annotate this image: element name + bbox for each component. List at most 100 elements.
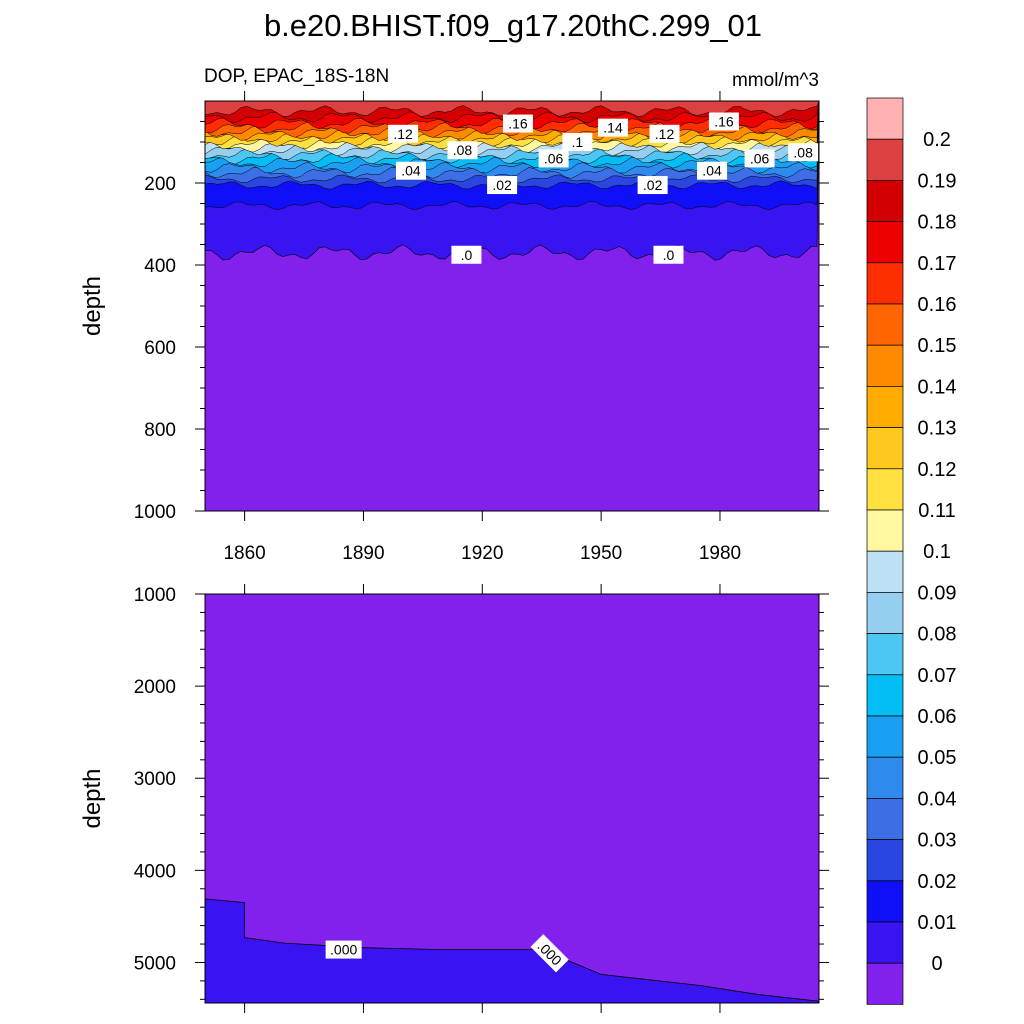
colorbar-box [866,303,904,346]
y-tick-label: 1000 [134,585,176,606]
contour-label: .02 [637,176,668,195]
colorbar-box [866,344,904,387]
y-tick-label: 200 [144,174,176,195]
upper-panel: .12 .16 .14 .1 .12 .16 .08 .06 .04 .02 .02 .04 .06 .0… [79,100,829,523]
x-axis: 1860 1890 1920 1950 1980 [223,91,741,564]
colorbar-box [866,97,904,140]
colorbar-box [866,550,904,593]
colorbar-label: 0.05 [918,747,957,769]
colorbar-box [866,756,904,799]
contour-label: .02 [487,176,518,195]
colorbar-label: 0.09 [918,582,957,604]
colorbar-box [866,509,904,552]
colorbar-label: 0.02 [918,871,957,893]
y-tick-label: 4000 [134,861,176,882]
colorbar-box [866,674,904,717]
contour-label-text: .16 [714,114,734,130]
colorbar-label: 0 [931,953,942,975]
contour-label-box [708,112,739,131]
units-label: mmol/m^3 [732,70,819,91]
colorbar-label: 0.07 [918,665,957,687]
contour-label-text: .12 [393,126,413,142]
contour-label-text: .04 [702,163,722,179]
y-axis-title: depth [79,768,106,828]
contour-label-box [530,934,569,973]
colorbar-label: 0.18 [918,212,957,234]
contour-label-text: .06 [544,150,564,166]
colorbar-label: 0.16 [918,294,957,316]
colorbar-label: 0.19 [918,170,957,192]
y-tick-label: 600 [144,338,176,359]
lower-frame [204,593,820,1004]
contour-label-box [649,124,680,143]
contour-label-box [502,114,533,133]
contour-label: .1 [562,133,593,151]
contour-label-text: .0 [461,247,473,263]
contour-label-box [637,176,668,195]
contour-label: .0 [653,245,684,264]
contour-label-box [562,133,593,151]
contour-label-text: .0 [663,247,675,263]
contour-label-box [788,143,819,162]
colorbar-box [866,180,904,222]
colorbar-box [866,921,904,964]
contour-label-box [325,940,362,959]
contour-label: .08 [788,143,819,162]
colorbar-box [866,962,904,1005]
contour-label: .04 [395,161,426,180]
colorbar-label: 0.08 [918,624,957,646]
contour-label: .16 [502,114,533,133]
chart-title: b.e20.BHIST.f09_g17.20thC.299_01 [264,8,762,43]
colorbar-box [866,386,904,428]
colorbar-label: 0.11 [918,500,955,522]
y-axis-title: depth [79,276,106,336]
contour-label-text: .12 [655,126,675,142]
x-tick-label: 1890 [342,543,384,564]
contour-label-box [451,245,482,264]
y-tick-label: 5000 [134,953,176,974]
contour-label: .08 [447,141,478,160]
colorbar-box [866,798,904,840]
colorbar-box [866,221,904,264]
y-tick-label: 3000 [134,769,176,790]
y-tick-label: 400 [144,256,176,277]
y-tick-label: 2000 [134,677,176,698]
x-tick-label: 1980 [699,543,741,564]
colorbar: 0 0.01 0.02 0.03 0.04 0.05 0.06 0.07 0.08 0.09 0.1… [866,97,957,1005]
colorbar-box [866,427,904,470]
x-tick-label: 1950 [580,543,622,564]
colorbar-box [866,138,904,181]
contour-label-box [395,161,426,180]
contour-label: .12 [388,124,419,143]
contour-label-box [447,141,478,160]
variable-label: DOP, EPAC_18S-18N [204,66,389,87]
colorbar-label: 0.15 [918,335,957,357]
contour-label-text: .06 [750,150,770,166]
contour-label-box [598,118,629,137]
contour-label-text: .16 [508,116,528,132]
contour-label-text: .000 [330,942,357,958]
contour-label-box [697,161,728,180]
colorbar-label: 0.06 [918,706,957,728]
colorbar-label: 0.17 [918,253,957,275]
contour-label-box [744,149,775,168]
colorbar-box [866,468,904,511]
contour-label: .04 [697,161,728,180]
lower-background [205,594,819,1003]
contour-label-text: .02 [643,177,663,193]
contour-label: .06 [538,149,569,168]
contour-label-box [487,176,518,195]
contour-label-text: .02 [492,177,512,193]
colorbar-box [866,633,904,676]
contour-label-text: .04 [401,163,421,179]
colorbar-label: 0.04 [918,788,957,810]
colorbar-box [866,715,904,758]
colorbar-label: 0.03 [918,830,957,852]
colorbar-label: 0.14 [918,376,957,398]
colorbar-label: 0.12 [918,459,957,481]
y-tick-label: 1000 [134,502,176,523]
colorbar-box [866,880,904,923]
x-tick-label: 1920 [461,543,503,564]
contour-label-text: .14 [603,120,623,136]
